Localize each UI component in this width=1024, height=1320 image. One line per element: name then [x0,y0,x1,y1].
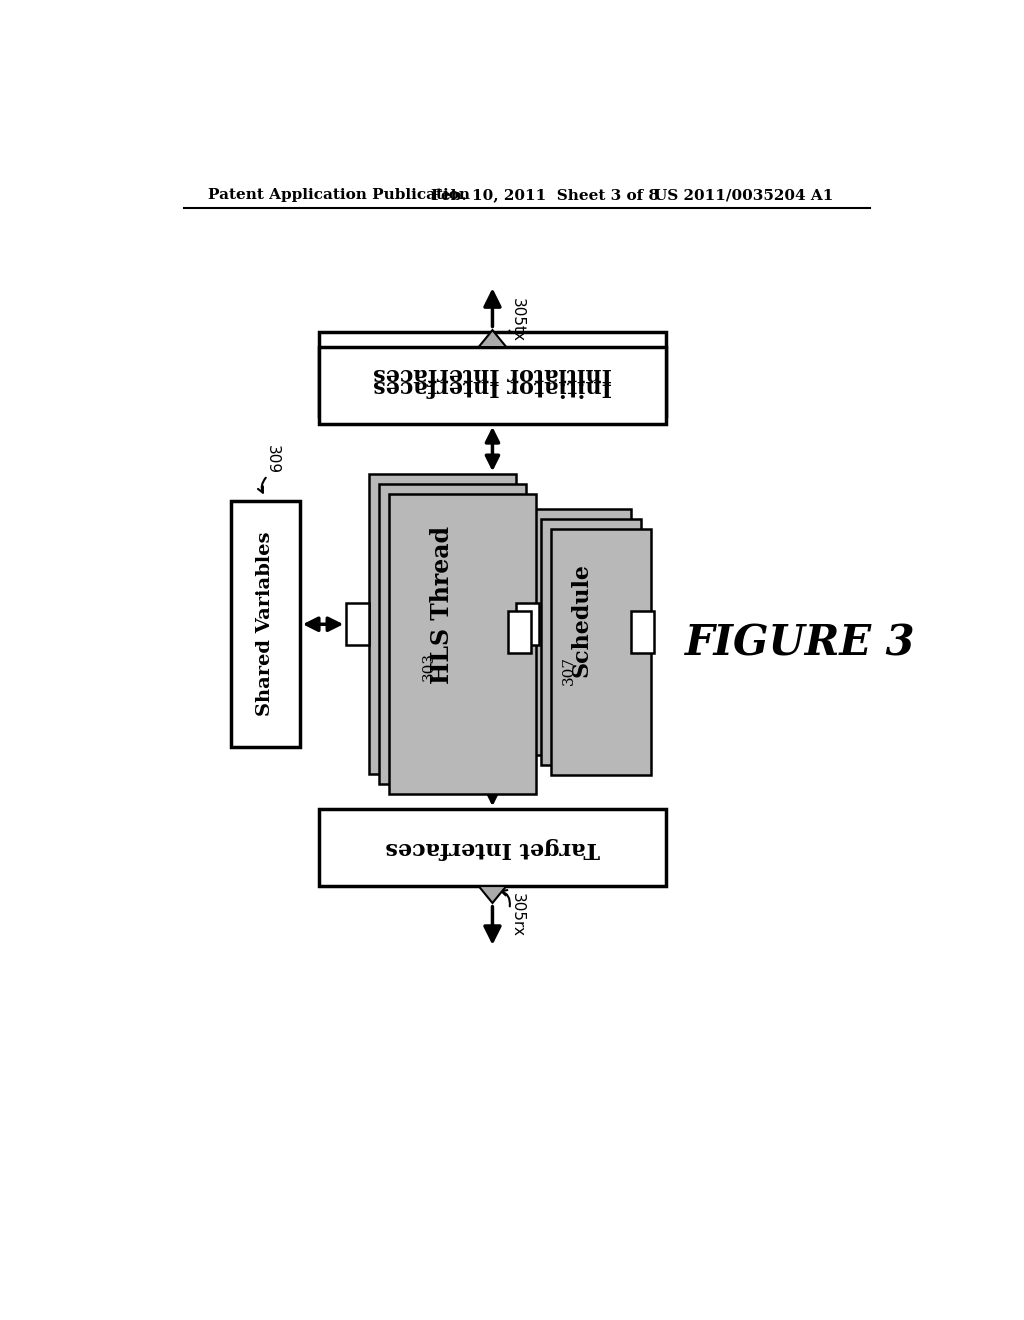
Bar [631,611,654,653]
Bar [370,474,515,775]
Bar [508,611,531,653]
Text: Target Interfaces: Target Interfaces [385,837,600,858]
Text: US 2011/0035204 A1: US 2011/0035204 A1 [654,189,834,202]
Text: FIGURE 3: FIGURE 3 [685,623,915,664]
Bar [531,508,631,755]
Text: Feb. 10, 2011  Sheet 3 of 8: Feb. 10, 2011 Sheet 3 of 8 [431,189,659,202]
Bar [319,347,666,424]
Text: 309: 309 [265,445,281,474]
Text: Shared Variables: Shared Variables [256,532,274,717]
Text: 305rx: 305rx [509,894,524,937]
Bar [389,494,536,795]
Bar [319,331,666,416]
Polygon shape [478,330,506,347]
Polygon shape [478,886,506,903]
Text: HLS Thread: HLS Thread [430,525,455,684]
Text: 303: 303 [422,652,435,681]
Bar [230,502,300,747]
Bar [319,809,666,886]
Text: Schedule: Schedule [570,564,592,677]
Text: 305tx: 305tx [509,298,524,342]
Text: Initiator Interfaces: Initiator Interfaces [373,363,612,385]
Bar [551,529,651,775]
Bar [515,603,539,645]
Bar [541,519,641,766]
Text: Patent Application Publication: Patent Application Publication [208,189,470,202]
Bar [346,603,370,645]
Text: Initiator Interfaces: Initiator Interfaces [373,375,612,396]
Text: 307: 307 [562,656,575,685]
Bar [379,484,525,784]
